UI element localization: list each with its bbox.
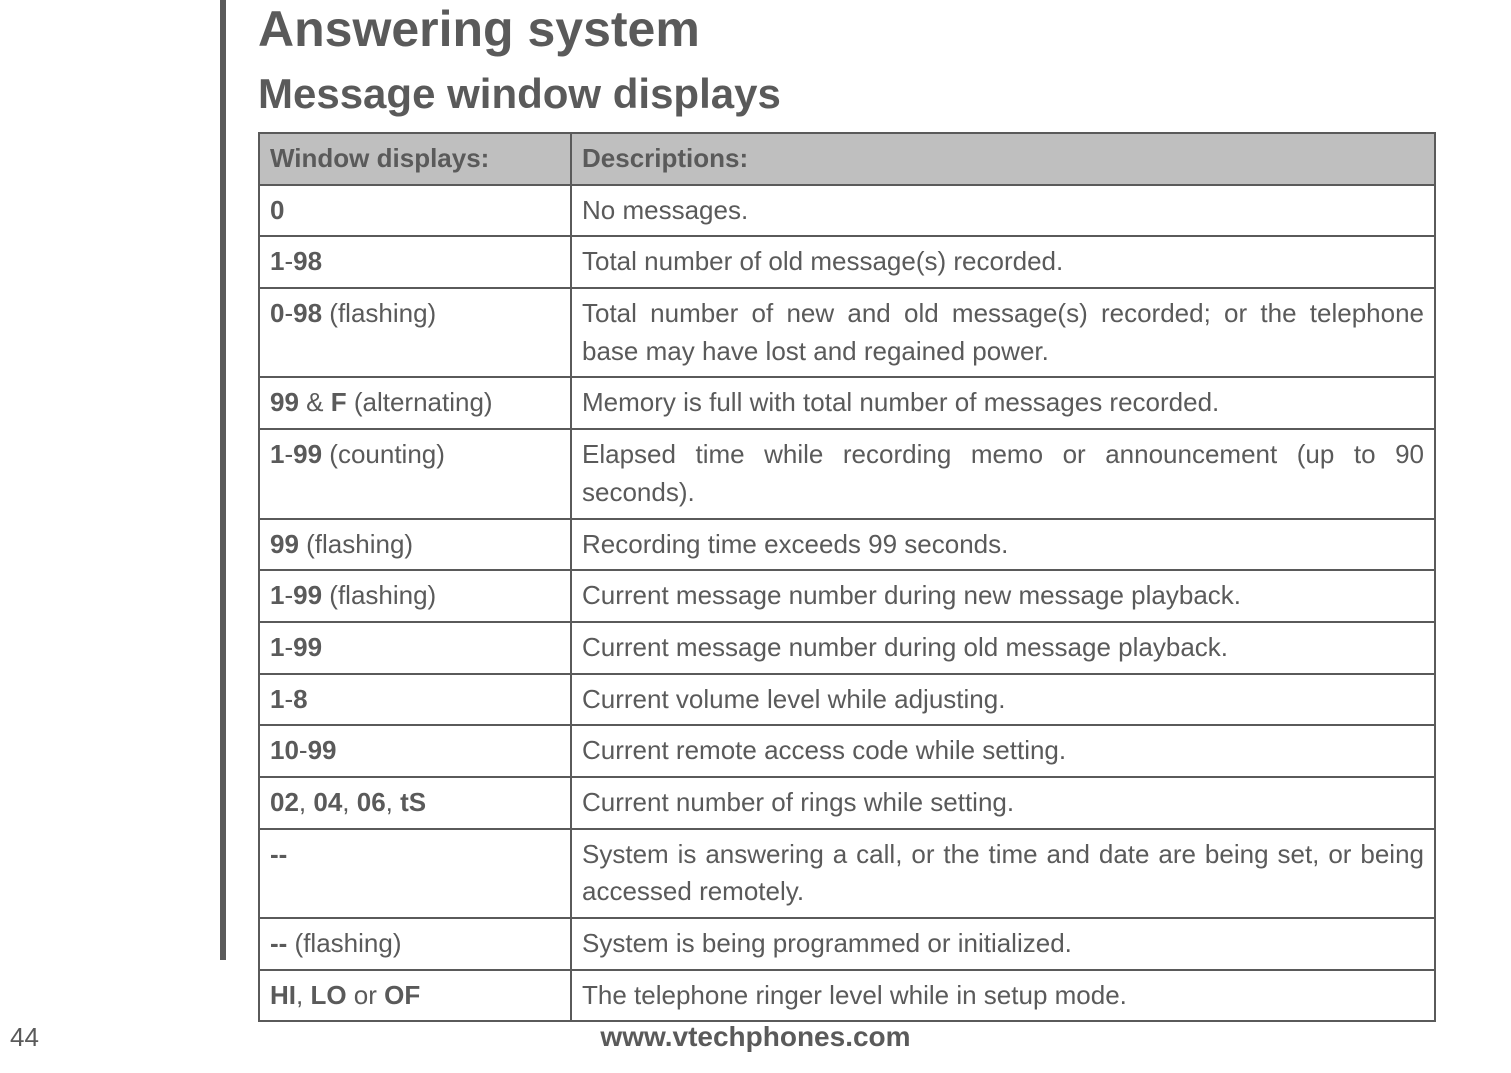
display-segment: - <box>284 684 293 714</box>
table-row: 99 (flashing)Recording time exceeds 99 s… <box>259 519 1435 571</box>
table-cell-description: Total number of new and old message(s) r… <box>571 288 1435 377</box>
display-segment: 99 <box>293 439 322 469</box>
display-segment: - <box>284 439 293 469</box>
table-row: HI, LO or OFThe telephone ringer level w… <box>259 970 1435 1022</box>
table-cell-description: Current volume level while adjusting. <box>571 674 1435 726</box>
subsection-title: Message window displays <box>258 70 781 118</box>
display-segment: OF <box>384 980 420 1010</box>
table-cell-display: 10-99 <box>259 725 571 777</box>
display-segment: 10 <box>270 735 299 765</box>
display-segment: 99 <box>270 529 299 559</box>
display-segment: 02 <box>270 787 299 817</box>
table-cell-display: 02, 04, 06, tS <box>259 777 571 829</box>
table-header-row: Window displays: Descriptions: <box>259 133 1435 185</box>
table-cell-description: Elapsed time while recording memo or ann… <box>571 429 1435 518</box>
display-segment: (flashing) <box>322 298 436 328</box>
table-header-window-displays: Window displays: <box>259 133 571 185</box>
table-cell-display: 1-8 <box>259 674 571 726</box>
display-segment: - <box>284 632 293 662</box>
display-segment: , <box>386 787 400 817</box>
display-segment: 99 <box>293 580 322 610</box>
display-segment: 8 <box>293 684 307 714</box>
table-row: -- (flashing)System is being programmed … <box>259 918 1435 970</box>
display-segment: (counting) <box>322 439 445 469</box>
table-cell-description: System is being programmed or initialize… <box>571 918 1435 970</box>
table-cell-display: HI, LO or OF <box>259 970 571 1022</box>
table-row: 1-8Current volume level while adjusting. <box>259 674 1435 726</box>
table-row: 0-98 (flashing)Total number of new and o… <box>259 288 1435 377</box>
display-segment: 1 <box>270 246 284 276</box>
table-cell-display: -- (flashing) <box>259 918 571 970</box>
table-cell-display: 1-99 (flashing) <box>259 570 571 622</box>
table-row: 1-99 (flashing)Current message number du… <box>259 570 1435 622</box>
table-header-descriptions: Descriptions: <box>571 133 1435 185</box>
display-segment: - <box>284 298 293 328</box>
display-segment: 99 <box>293 632 322 662</box>
display-segment: -- <box>270 928 287 958</box>
display-segment: 98 <box>293 298 322 328</box>
display-segment: 1 <box>270 684 284 714</box>
table-cell-display: 0-98 (flashing) <box>259 288 571 377</box>
footer-url: www.vtechphones.com <box>0 1021 1511 1053</box>
table-row: 1-99 (counting)Elapsed time while record… <box>259 429 1435 518</box>
table-row: -- System is answering a call, or the tim… <box>259 829 1435 918</box>
display-segment: 06 <box>357 787 386 817</box>
display-segment: 04 <box>313 787 342 817</box>
display-segment: 0 <box>270 298 284 328</box>
table-body: 0No messages.1-98Total number of old mes… <box>259 185 1435 1022</box>
table-cell-description: System is answering a call, or the time … <box>571 829 1435 918</box>
display-segment: -- <box>270 839 287 869</box>
display-segment: (flashing) <box>322 580 436 610</box>
display-segment: - <box>284 246 293 276</box>
display-segment: - <box>284 580 293 610</box>
table-row: 1-98Total number of old message(s) recor… <box>259 236 1435 288</box>
table-cell-display: 1-98 <box>259 236 571 288</box>
table-cell-display: 0 <box>259 185 571 237</box>
table-cell-display: -- <box>259 829 571 918</box>
table-row: 99 & F (alternating)Memory is full with … <box>259 377 1435 429</box>
table-cell-display: 99 (flashing) <box>259 519 571 571</box>
display-segment: tS <box>400 787 426 817</box>
table-cell-description: Recording time exceeds 99 seconds. <box>571 519 1435 571</box>
display-segment: , <box>296 980 310 1010</box>
display-segment: 1 <box>270 439 284 469</box>
display-segment: HI <box>270 980 296 1010</box>
table-cell-description: Total number of old message(s) recorded. <box>571 236 1435 288</box>
table-cell-description: Current remote access code while setting… <box>571 725 1435 777</box>
table-cell-description: Memory is full with total number of mess… <box>571 377 1435 429</box>
display-segment: (flashing) <box>287 928 401 958</box>
display-segment: 98 <box>293 246 322 276</box>
table-cell-description: No messages. <box>571 185 1435 237</box>
display-segment: 99 <box>270 387 299 417</box>
display-segment: - <box>299 735 308 765</box>
display-segment: (alternating) <box>347 387 493 417</box>
display-segment: , <box>342 787 356 817</box>
page-root: Answering system Message window displays… <box>0 0 1511 1073</box>
table-row: 0 No messages. <box>259 185 1435 237</box>
display-segment: 99 <box>308 735 337 765</box>
display-segment: LO <box>310 980 346 1010</box>
table-cell-description: Current message number during new messag… <box>571 570 1435 622</box>
table-row: 02, 04, 06, tSCurrent number of rings wh… <box>259 777 1435 829</box>
display-segment: F <box>331 387 347 417</box>
display-segment: or <box>347 980 385 1010</box>
display-segment: 1 <box>270 580 284 610</box>
display-segment: & <box>299 387 331 417</box>
table-cell-display: 1-99 <box>259 622 571 674</box>
table-cell-display: 1-99 (counting) <box>259 429 571 518</box>
display-segment: , <box>299 787 313 817</box>
display-codes-table: Window displays: Descriptions: 0 No messa… <box>258 132 1436 1022</box>
display-segment: (flashing) <box>299 529 413 559</box>
vertical-divider <box>220 0 226 960</box>
table-cell-display: 99 & F (alternating) <box>259 377 571 429</box>
display-segment: 0 <box>270 195 284 225</box>
section-title: Answering system <box>258 0 700 58</box>
table-row: 10-99Current remote access code while se… <box>259 725 1435 777</box>
table-cell-description: Current message number during old messag… <box>571 622 1435 674</box>
table-cell-description: Current number of rings while setting. <box>571 777 1435 829</box>
table-row: 1-99Current message number during old me… <box>259 622 1435 674</box>
display-segment: 1 <box>270 632 284 662</box>
table-cell-description: The telephone ringer level while in setu… <box>571 970 1435 1022</box>
